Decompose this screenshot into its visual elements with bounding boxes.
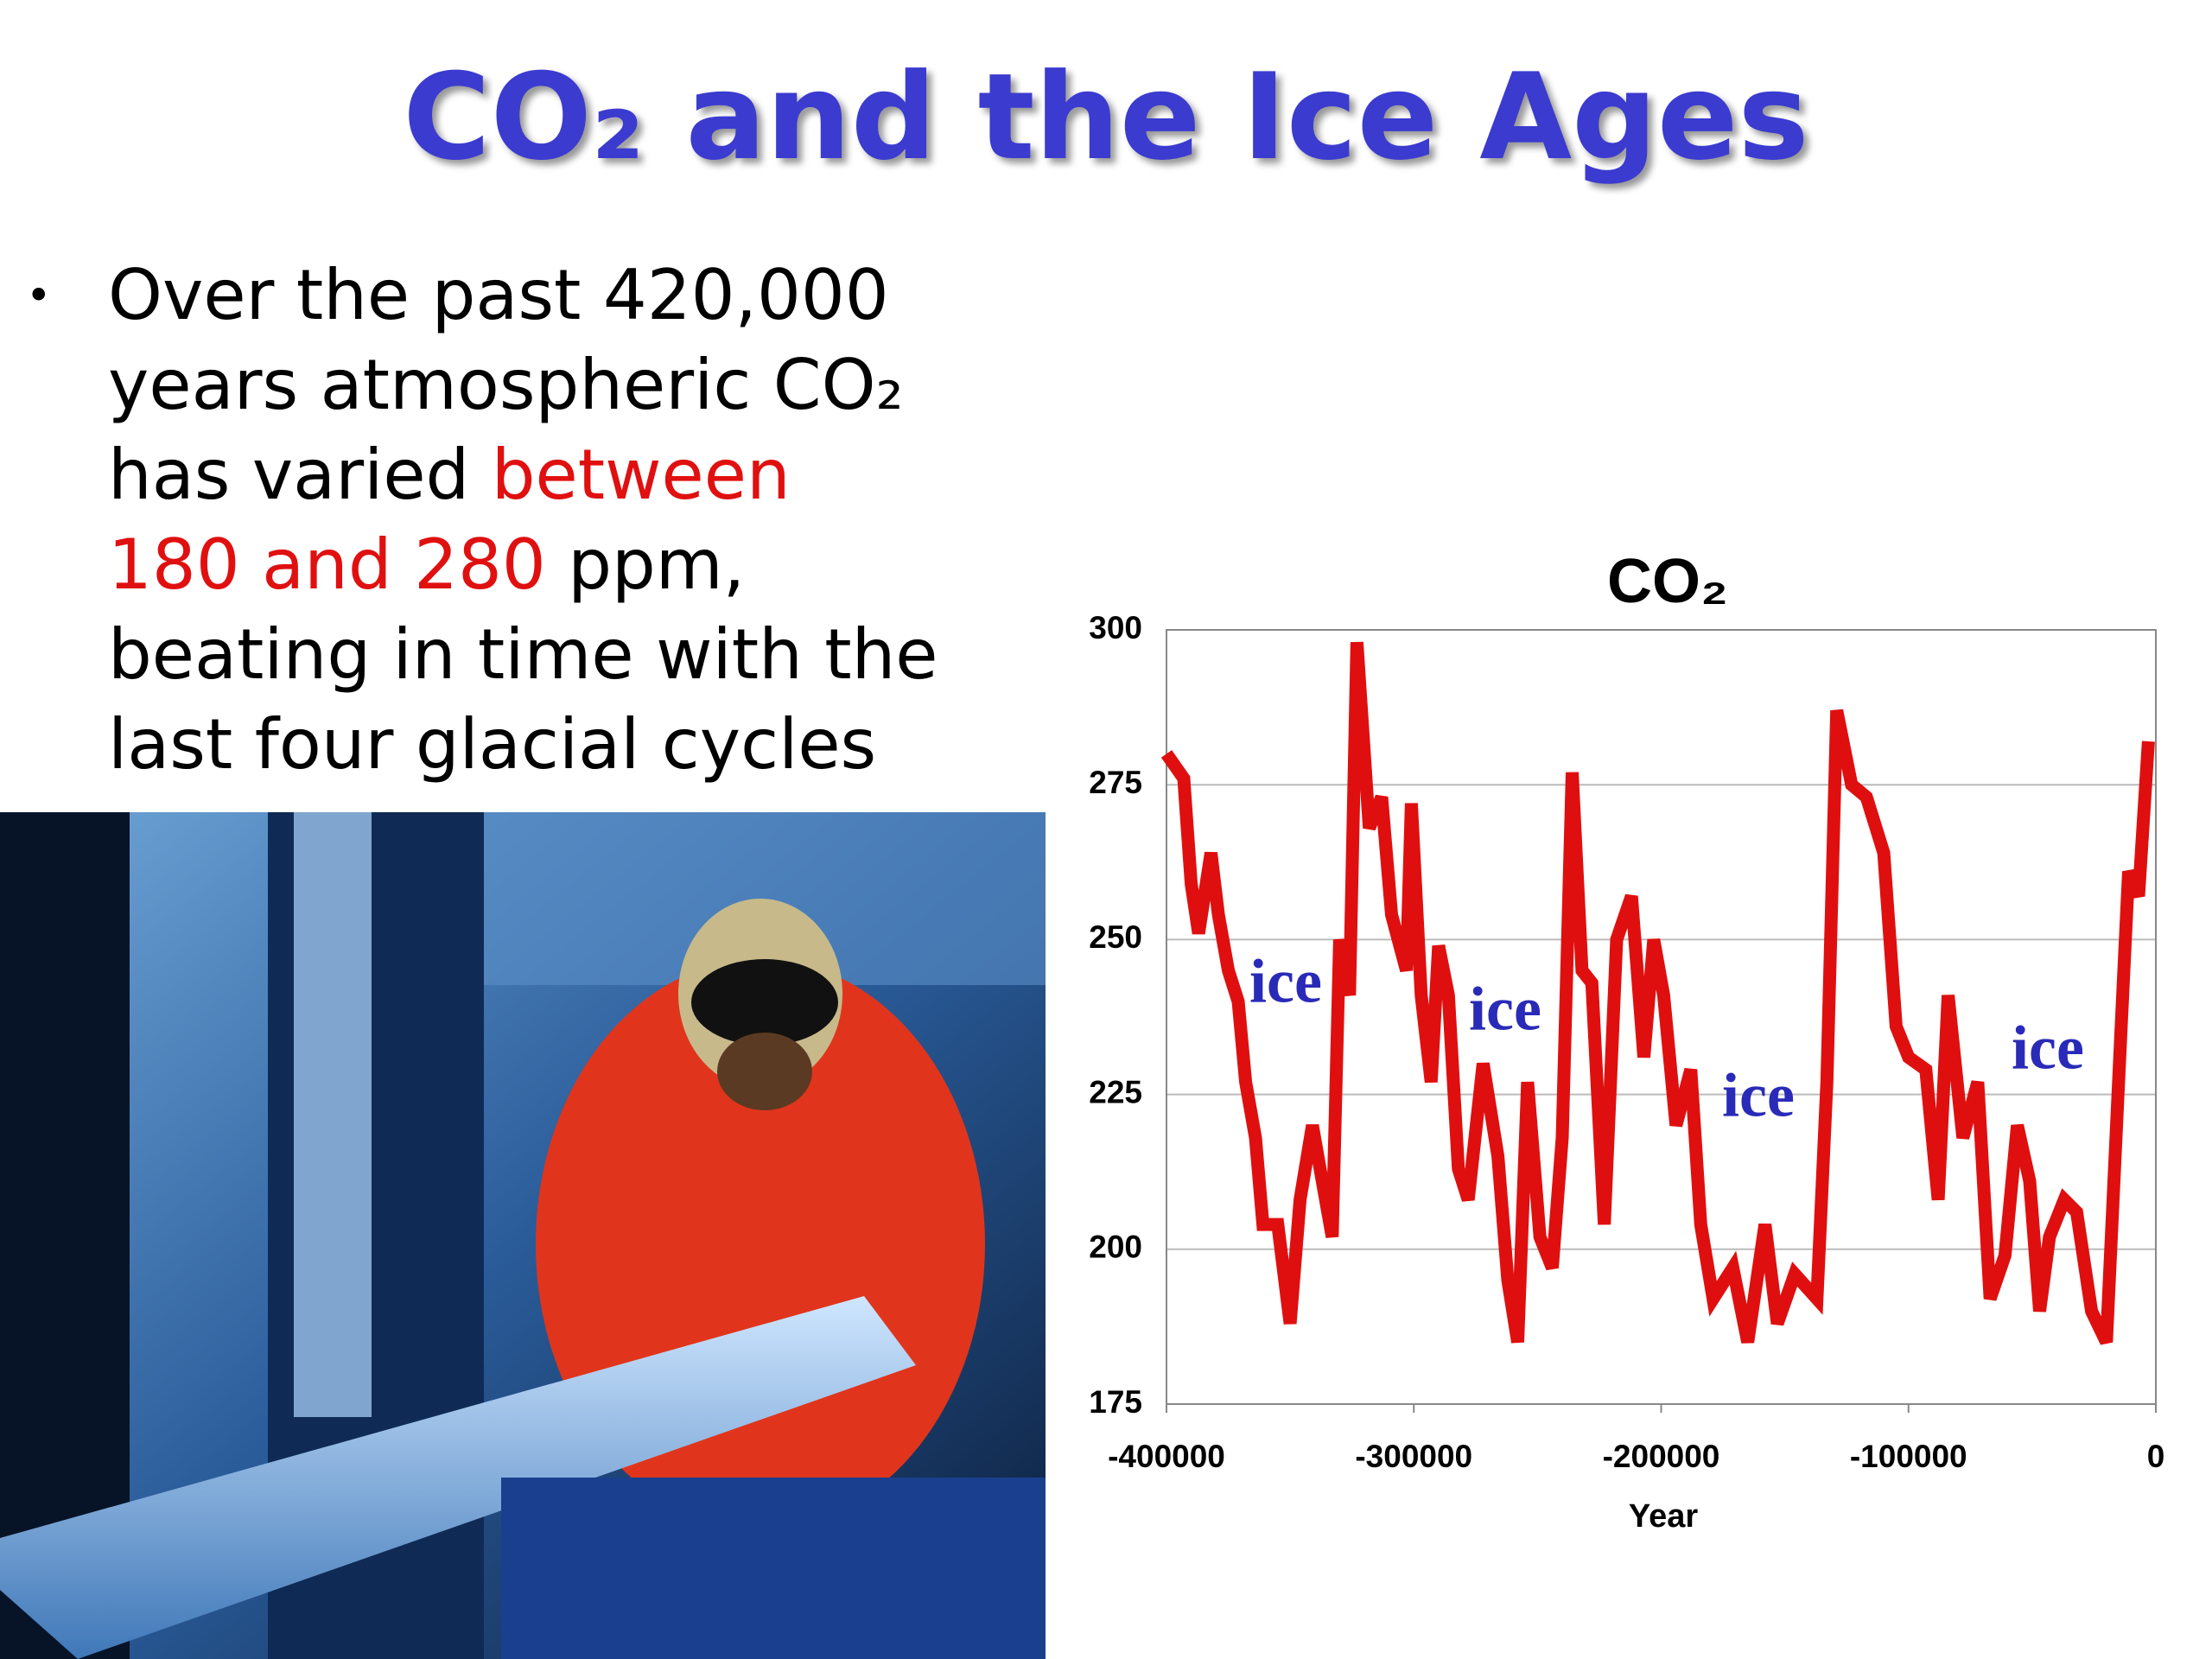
annotation: ice xyxy=(1469,975,1541,1044)
y-tick-label: 275 xyxy=(1089,765,1142,800)
y-tick-label: 200 xyxy=(1089,1230,1142,1265)
bullet: • Over the past 420,000 years atmospheri… xyxy=(26,251,942,790)
x-tick-label: -300000 xyxy=(1355,1439,1472,1474)
data-line xyxy=(1160,641,2155,1345)
plot-frame xyxy=(1166,629,2157,1405)
x-tick-label: 0 xyxy=(2147,1439,2165,1474)
y-tick-label: 250 xyxy=(1089,919,1142,955)
text: ppm, beating in time with the last four … xyxy=(108,524,938,785)
bullet-text: Over the past 420,000 years atmospheric … xyxy=(108,251,942,790)
slide-title: CO₂ and the Ice Ages xyxy=(403,48,1809,187)
y-tick-label: 300 xyxy=(1089,610,1142,645)
chart-title: CO₂ xyxy=(1607,547,1728,616)
annotation: ice xyxy=(2012,1014,2084,1083)
y-tick-label: 175 xyxy=(1089,1384,1142,1420)
annotation: ice xyxy=(1249,947,1322,1016)
x-tick-label: -200000 xyxy=(1603,1439,1720,1474)
x-axis-label: Year xyxy=(1629,1498,1699,1535)
x-tick-label: -100000 xyxy=(1850,1439,1967,1474)
annotation: ice xyxy=(1722,1061,1795,1130)
y-tick-label: 225 xyxy=(1089,1074,1142,1109)
highlight: between 180 and 280 xyxy=(108,435,791,605)
photo xyxy=(0,812,1046,1659)
x-tick-label: -400000 xyxy=(1108,1439,1225,1474)
bullet-dot: • xyxy=(26,270,52,321)
text: Over the past 420,000 years atmospheric … xyxy=(108,255,904,515)
